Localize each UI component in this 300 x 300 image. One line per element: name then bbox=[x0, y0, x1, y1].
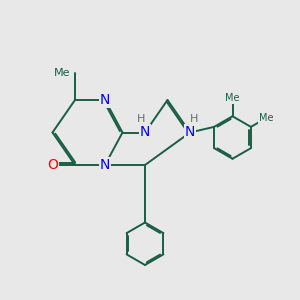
Text: N: N bbox=[140, 125, 150, 140]
Text: Me: Me bbox=[259, 113, 274, 123]
Text: O: O bbox=[47, 158, 58, 172]
Text: Me: Me bbox=[53, 68, 70, 77]
Text: H: H bbox=[190, 114, 198, 124]
Text: N: N bbox=[185, 125, 195, 140]
Text: N: N bbox=[140, 125, 150, 140]
Text: N: N bbox=[100, 158, 110, 172]
Text: N: N bbox=[100, 93, 110, 107]
Text: H: H bbox=[137, 114, 146, 124]
Text: Me: Me bbox=[225, 93, 240, 103]
Text: N: N bbox=[185, 125, 195, 140]
